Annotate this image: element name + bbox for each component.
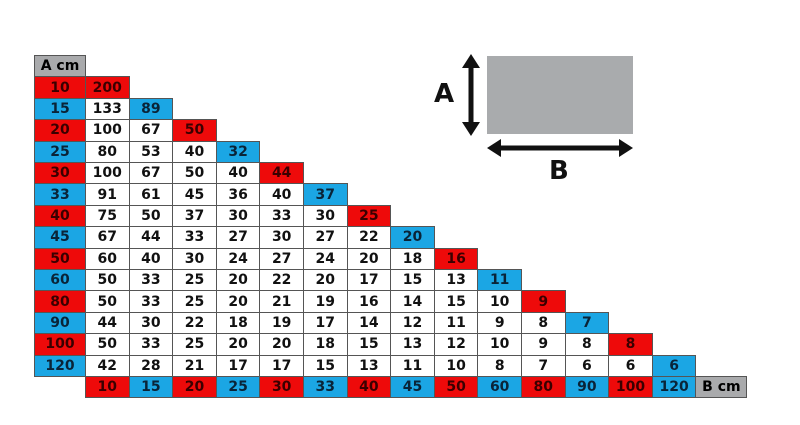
a-value-header: 60 xyxy=(34,269,86,292)
table-cell: 50 xyxy=(85,269,130,292)
b-value-header: 33 xyxy=(303,376,348,399)
vertical-arrow-icon xyxy=(462,54,480,136)
table-cell: 91 xyxy=(85,183,130,206)
a-value-header: 40 xyxy=(34,204,86,228)
table-cell: 200 xyxy=(85,76,130,99)
table-cell: 16 xyxy=(433,247,479,270)
a-value-header: 10 xyxy=(34,76,86,99)
b-value-header: 25 xyxy=(215,376,261,399)
table-cell: 89 xyxy=(128,97,174,121)
a-value-header: 100 xyxy=(34,333,86,356)
table-cell: 40 xyxy=(215,162,261,185)
table-cell: 20 xyxy=(346,247,392,270)
table-cell: 50 xyxy=(85,333,130,356)
b-value-header: 60 xyxy=(477,376,522,399)
table-cell: 12 xyxy=(390,311,435,335)
label-a: A xyxy=(434,79,455,109)
table-cell: 18 xyxy=(303,333,348,356)
b-value-header: 40 xyxy=(346,376,392,399)
table-cell: 10 xyxy=(477,333,522,356)
table-cell: 50 xyxy=(85,290,130,313)
table-cell: 10 xyxy=(477,290,522,313)
table-cell: 15 xyxy=(346,333,392,356)
table-cell: 44 xyxy=(259,162,304,185)
label-b: B xyxy=(549,156,569,186)
table-cell: 20 xyxy=(303,269,348,292)
table-cell: 25 xyxy=(172,290,217,313)
table-cell: 12 xyxy=(433,333,479,356)
b-value-header: 80 xyxy=(521,376,566,399)
table-cell: 19 xyxy=(303,290,348,313)
table-cell: 28 xyxy=(128,354,174,377)
table-cell: 20 xyxy=(215,290,261,313)
table-cell: 27 xyxy=(215,226,261,249)
table-cell: 30 xyxy=(259,226,304,249)
table-cell: 53 xyxy=(128,140,174,163)
table-cell: 13 xyxy=(390,333,435,356)
table-cell: 20 xyxy=(390,226,435,249)
table-cell: 42 xyxy=(85,354,130,377)
table-cell: 21 xyxy=(172,354,217,377)
rectangle-diagram xyxy=(487,56,633,134)
b-value-header: 120 xyxy=(651,376,697,399)
table-cell: 14 xyxy=(346,311,392,335)
b-axis-label: B cm xyxy=(695,376,748,399)
table-cell: 17 xyxy=(346,269,392,292)
b-value-header: 15 xyxy=(128,376,174,399)
table-cell: 100 xyxy=(85,119,130,142)
a-value-header: 50 xyxy=(34,247,86,270)
table-cell: 30 xyxy=(303,204,348,228)
table-cell: 30 xyxy=(172,247,217,270)
b-value-header: 90 xyxy=(564,376,610,399)
table-cell: 11 xyxy=(477,269,522,292)
b-value-header: 30 xyxy=(259,376,304,399)
table-cell: 67 xyxy=(128,162,174,185)
b-value-header: 100 xyxy=(608,376,653,399)
table-cell: 22 xyxy=(346,226,392,249)
b-value-header: 45 xyxy=(390,376,435,399)
table-cell: 30 xyxy=(215,204,261,228)
horizontal-arrow-icon xyxy=(487,139,633,157)
b-value-header: 20 xyxy=(172,376,217,399)
table-cell: 20 xyxy=(215,333,261,356)
table-cell: 32 xyxy=(215,140,261,163)
